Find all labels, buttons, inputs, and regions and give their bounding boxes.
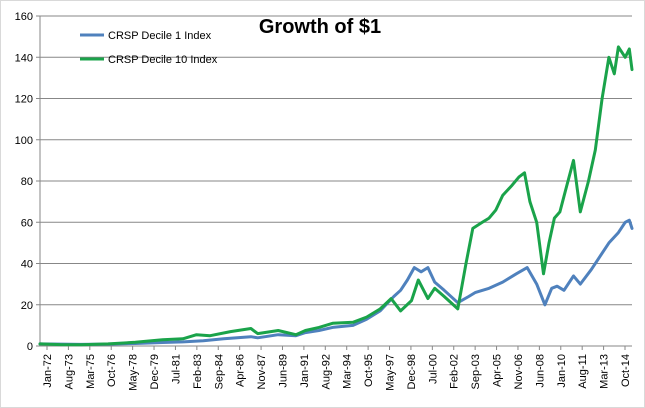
series-lines: [38, 45, 634, 347]
series-line-decile-1: [38, 218, 634, 346]
x-tick-label: Oct-95: [363, 354, 375, 387]
legend-label-decile-1: CRSP Decile 1 Index: [108, 30, 212, 42]
y-tick-label: 100: [15, 135, 33, 147]
x-tick-label: Aug-11: [577, 354, 589, 389]
x-tick-label: Mar-75: [85, 354, 97, 389]
legend-label-decile-10: CRSP Decile 10 Index: [108, 54, 218, 66]
series-line-decile-10: [38, 45, 634, 347]
chart-title: Growth of $1: [259, 16, 381, 38]
y-tick-label: 160: [15, 11, 33, 23]
x-tick-label: Mar-94: [342, 354, 354, 389]
x-tick-label: Oct-14: [620, 354, 632, 387]
x-tick-label: Jan-91: [299, 354, 311, 388]
x-tick-label: Nov-87: [256, 354, 268, 389]
legend: CRSP Decile 1 Index CRSP Decile 10 Index: [80, 30, 218, 66]
x-tick-label: Mar-13: [599, 354, 611, 389]
x-tick-label: Apr-05: [492, 354, 504, 387]
y-tick-label: 40: [21, 259, 33, 271]
x-tick-label: May-78: [128, 354, 140, 391]
y-tick-label: 120: [15, 94, 33, 106]
x-tick-label: Dec-98: [406, 354, 418, 389]
y-tick-label: 20: [21, 300, 33, 312]
x-tick-label: Jan-10: [556, 354, 568, 388]
y-tick-label: 0: [27, 341, 33, 353]
x-tick-label: Nov-06: [513, 354, 525, 389]
y-tick-label: 80: [21, 176, 33, 188]
x-tick-label: Oct-76: [106, 354, 118, 387]
x-tick-label: Jun-89: [277, 354, 289, 388]
x-tick-label: Apr-86: [235, 354, 247, 387]
x-tick-label: Jan-72: [42, 354, 54, 388]
x-tick-label: Aug-92: [320, 354, 332, 389]
x-tick-label: Jul-81: [170, 354, 182, 384]
x-tick-label: Jun-08: [534, 354, 546, 388]
x-tick-label: Feb-02: [449, 354, 461, 389]
x-tick-label: Sep-84: [213, 354, 225, 389]
gridlines: [40, 15, 632, 306]
y-tick-label: 140: [15, 52, 33, 64]
x-tick-label: Aug-73: [63, 354, 75, 389]
x-tick-label: Feb-83: [192, 354, 204, 389]
axes: 0 20 40 60 80 100 120 140 160 Jan-72 Aug-73 Mar-75 O…: [15, 11, 632, 391]
x-tick-label: Jul-00: [427, 354, 439, 384]
x-tick-label: Dec-79: [149, 354, 161, 389]
y-tick-label: 60: [21, 217, 33, 229]
x-tick-label: May-97: [385, 354, 397, 391]
x-tick-label: Sep-03: [470, 354, 482, 389]
